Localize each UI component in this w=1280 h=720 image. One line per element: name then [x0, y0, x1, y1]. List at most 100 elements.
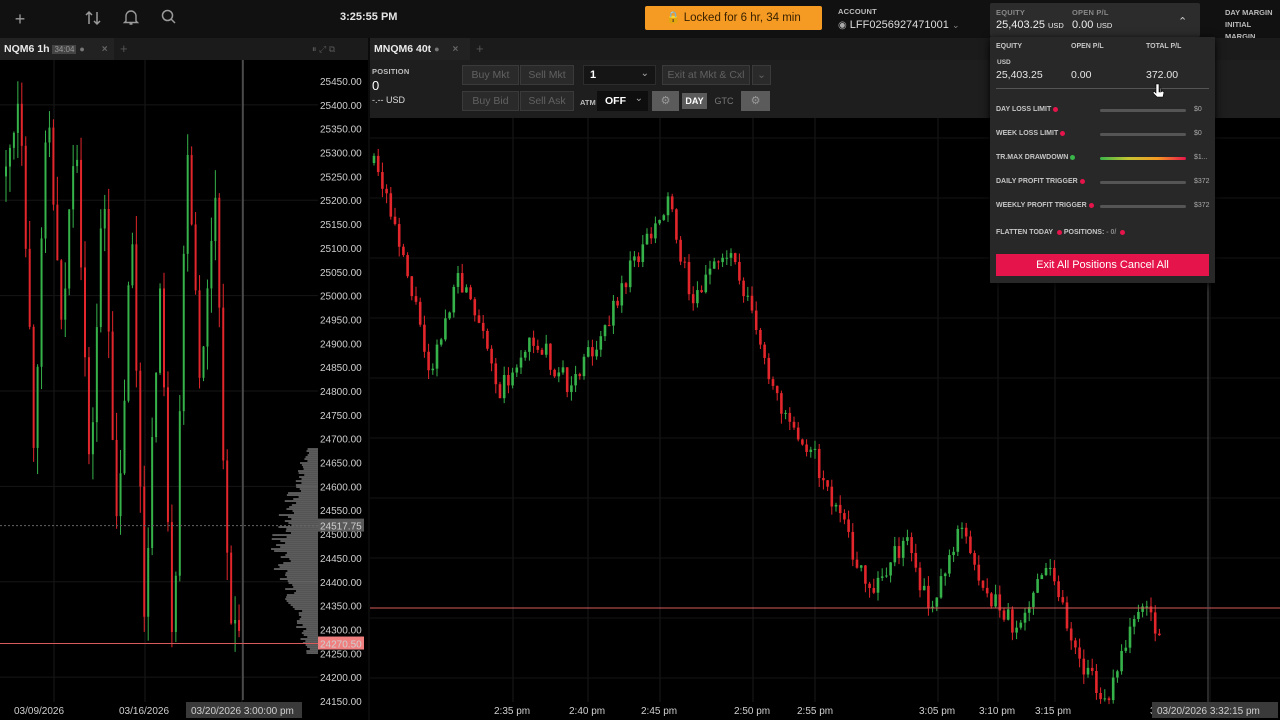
close-icon[interactable]: ×: [101, 44, 108, 55]
price-tick-label: 24750.00: [320, 411, 362, 422]
candle-body: [123, 400, 126, 474]
bell-icon[interactable]: [120, 8, 142, 30]
volume-profile-bar: [293, 586, 318, 588]
tif-day-button[interactable]: DAY: [682, 93, 707, 109]
candle-body: [498, 384, 502, 399]
sell-market-button[interactable]: Sell Mkt: [520, 65, 574, 85]
volume-profile-bar: [271, 538, 318, 540]
limit-progress-bar: [1100, 181, 1186, 184]
candle-body: [549, 343, 552, 370]
exit-market-cancel-button[interactable]: Exit at Mkt & Cxl: [662, 65, 750, 85]
candle-body: [1107, 698, 1111, 701]
tif-gtc-button[interactable]: GTC: [714, 96, 734, 106]
plus-icon[interactable]: +: [14, 9, 26, 29]
candle-body: [206, 288, 209, 347]
buy-market-button[interactable]: Buy Mkt: [462, 65, 519, 85]
arrows-icon[interactable]: [82, 8, 104, 30]
candle-body: [633, 256, 636, 261]
candle-body: [733, 253, 737, 263]
volume-profile-bar: [299, 618, 318, 620]
volume-profile-bar: [298, 470, 318, 472]
crosshair-price-label: 24517.75: [320, 522, 362, 533]
account-selector[interactable]: ACCOUNT ◉ LFF0256927471001 ⌄: [838, 7, 960, 31]
volume-profile-bar: [287, 516, 318, 518]
candle-body: [439, 339, 443, 345]
chevron-down-icon[interactable]: ⌄: [640, 68, 649, 79]
volume-profile-bar: [297, 622, 318, 624]
left-chart[interactable]: 25450.00 25400.00 25350.00 25300.00 25250.00…: [0, 60, 368, 720]
candle-body: [792, 421, 796, 428]
candle-body: [822, 478, 825, 481]
equity-summary[interactable]: EQUITY OPEN P/L 25,403.25 USD 0.00 USD ⌃: [990, 3, 1200, 37]
candle-body: [754, 310, 758, 330]
equity-value: 25,403.25: [996, 19, 1045, 31]
quantity-value: 1: [590, 69, 597, 81]
candle-body: [226, 460, 229, 553]
sell-ask-button[interactable]: Sell Ask: [520, 91, 574, 111]
candle-body: [717, 261, 720, 263]
last-price-badge: [318, 636, 364, 650]
candle-body: [84, 267, 86, 358]
candle-body: [998, 594, 1002, 611]
candle-body: [381, 172, 384, 189]
add-tab-icon[interactable]: +: [476, 41, 484, 56]
volume-profile-bar: [301, 464, 318, 466]
candle-body: [460, 273, 464, 293]
status-dot-icon: [1060, 130, 1066, 136]
search-icon[interactable]: [158, 8, 180, 30]
candle-body: [952, 551, 955, 556]
candle-body: [115, 439, 118, 517]
candle-body: [843, 513, 846, 520]
account-label: ACCOUNT: [838, 7, 877, 16]
crosshair-date-badge: [186, 702, 302, 718]
candle-body: [76, 159, 79, 167]
atm-select[interactable]: OFF ⌄: [597, 91, 648, 111]
candle-body: [532, 337, 535, 346]
panel-controls-icon[interactable]: ⏸ ⤢ ⧉: [312, 44, 336, 54]
price-tick-label: 24850.00: [320, 363, 362, 374]
tab-title: MNQM6 40t: [374, 43, 432, 55]
add-tab-icon[interactable]: +: [120, 41, 128, 56]
chevron-down-icon[interactable]: ⌄: [634, 93, 643, 104]
exit-all-cancel-all-button[interactable]: Exit All Positions Cancel All: [996, 254, 1209, 276]
candle-body: [1044, 567, 1048, 576]
volume-profile-bar: [300, 638, 318, 640]
quantity-input[interactable]: 1 ⌄: [583, 65, 656, 85]
candle-body: [1078, 647, 1081, 659]
candle-body: [914, 553, 918, 568]
atm-value: OFF: [605, 95, 626, 107]
exit-dropdown-chevron-icon[interactable]: ⌄: [752, 65, 771, 85]
locked-text: Locked for 6 hr, 34 min: [683, 12, 801, 24]
volume-profile-bar: [307, 636, 318, 638]
volume-profile-bar: [306, 652, 318, 654]
candle-body: [637, 256, 640, 263]
tab-mnqm6[interactable]: MNQM6 40t ● ×: [370, 38, 470, 60]
lock-icon: 🔒: [666, 12, 681, 24]
crosshair-date-label: 03/20/2026 3:00:00 pm: [191, 706, 294, 717]
volume-profile-bar: [302, 466, 318, 468]
buy-bid-button[interactable]: Buy Bid: [462, 91, 519, 111]
locked-badge[interactable]: 🔒 Locked for 6 hr, 34 min: [645, 6, 822, 30]
main-chart[interactable]: 2:35 pm 2:40 pm 2:45 pm 2:50 pm 2:55 pm 3:05 …: [370, 118, 1280, 720]
candle-body: [675, 209, 678, 240]
time-tick-label: 2:35 pm: [494, 706, 530, 717]
chevron-up-icon[interactable]: ⌃: [1178, 16, 1188, 28]
candle-body: [119, 473, 122, 517]
candle-body: [897, 546, 901, 558]
candle-body: [956, 528, 960, 552]
candle-body: [397, 224, 401, 247]
tif-settings-gear-icon[interactable]: ⚙: [741, 91, 770, 111]
candle-body: [1011, 609, 1014, 633]
volume-profile-bar: [285, 588, 318, 590]
candle-body: [393, 216, 397, 225]
crosshair-price-badge: [318, 518, 364, 532]
tab-nqm6[interactable]: NQM6 1h 34:04 ● ×: [0, 38, 114, 60]
status-dot-icon: [1088, 202, 1094, 208]
candle-body: [691, 294, 695, 304]
atm-settings-gear-icon[interactable]: ⚙: [652, 91, 679, 111]
limit-progress-bar: [1100, 205, 1186, 208]
close-icon[interactable]: ×: [452, 44, 459, 55]
candle-body: [918, 567, 922, 591]
candle-body: [234, 619, 237, 624]
price-tick-label: 24950.00: [320, 315, 362, 326]
